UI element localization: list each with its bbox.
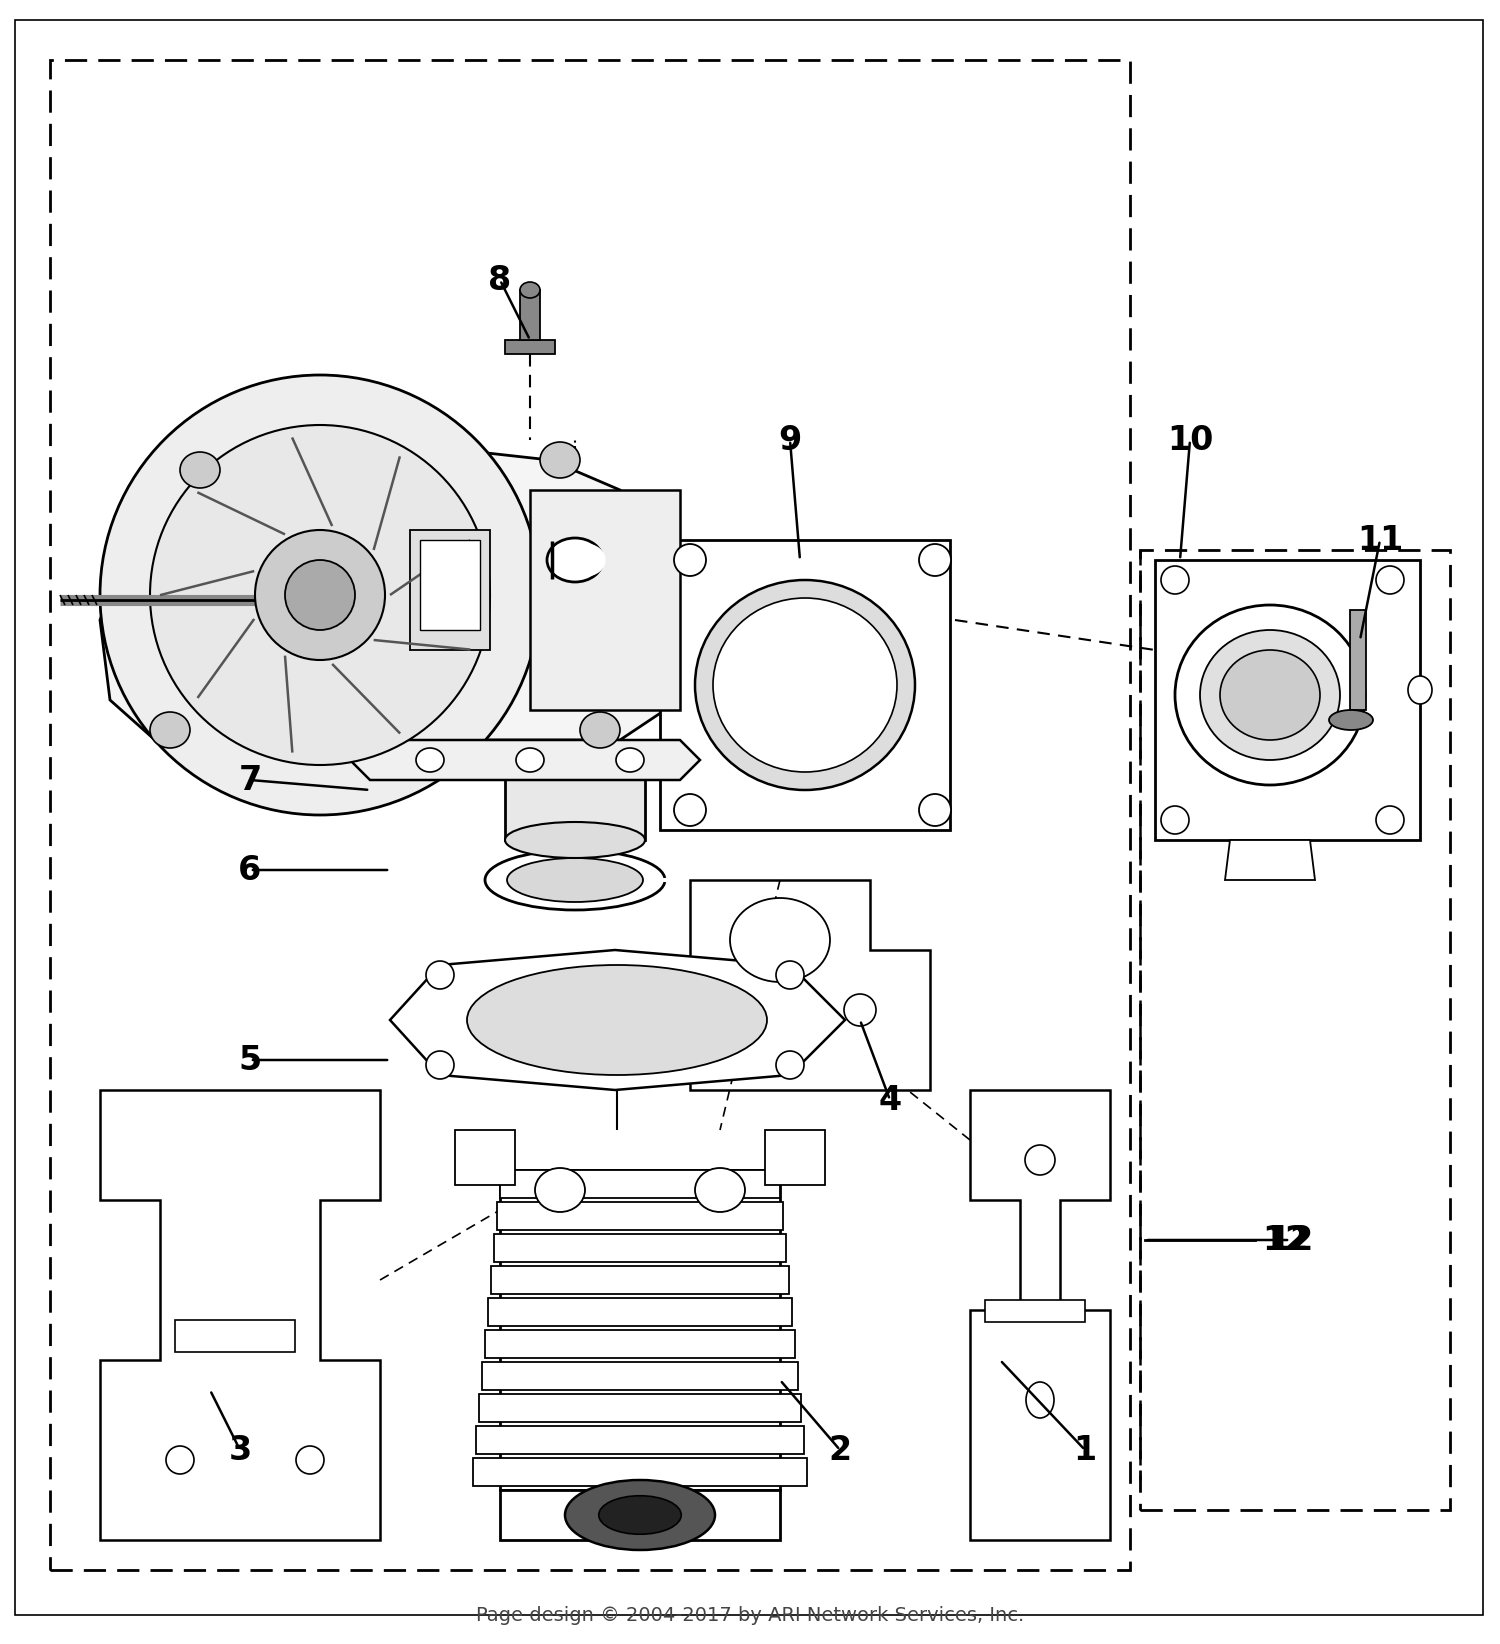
Ellipse shape (484, 850, 664, 911)
Text: 5: 5 (238, 1044, 261, 1077)
Text: 3: 3 (228, 1434, 252, 1466)
Polygon shape (970, 1090, 1110, 1540)
Bar (476, 1425, 804, 1453)
Text: 1: 1 (1074, 1434, 1096, 1466)
Text: 12: 12 (1262, 1223, 1308, 1256)
Ellipse shape (416, 748, 444, 773)
Ellipse shape (426, 962, 454, 990)
Bar (765, 1129, 825, 1185)
Bar (1350, 610, 1366, 710)
Bar (410, 529, 491, 649)
Text: 7: 7 (238, 763, 261, 796)
Bar (176, 1320, 296, 1351)
Polygon shape (100, 1090, 380, 1540)
Ellipse shape (100, 375, 540, 815)
Bar (488, 1299, 792, 1327)
Ellipse shape (150, 712, 190, 748)
Text: 10: 10 (1167, 424, 1214, 457)
Ellipse shape (1024, 1144, 1054, 1175)
Ellipse shape (580, 712, 620, 748)
Ellipse shape (1161, 566, 1190, 593)
Bar (490, 1266, 789, 1294)
Bar (1155, 561, 1420, 840)
Ellipse shape (694, 580, 915, 791)
Polygon shape (390, 950, 844, 1090)
Bar (482, 1361, 798, 1389)
Ellipse shape (296, 1447, 324, 1475)
Text: 12: 12 (1268, 1223, 1312, 1256)
Polygon shape (690, 880, 930, 1090)
Ellipse shape (694, 1167, 746, 1212)
Polygon shape (1226, 840, 1316, 880)
Ellipse shape (507, 858, 644, 903)
Ellipse shape (426, 1051, 454, 1078)
Ellipse shape (566, 1480, 716, 1550)
Bar (986, 1300, 1084, 1322)
Text: Page design © 2004-2017 by ARI Network Services, Inc.: Page design © 2004-2017 by ARI Network S… (476, 1606, 1024, 1624)
Ellipse shape (1408, 676, 1432, 704)
Polygon shape (100, 450, 680, 740)
Bar (454, 1129, 514, 1185)
Bar (520, 289, 540, 340)
Bar (472, 1458, 807, 1486)
Bar (420, 539, 480, 630)
Ellipse shape (1161, 806, 1190, 834)
Ellipse shape (1220, 649, 1320, 740)
Bar (496, 1202, 783, 1230)
Bar (500, 1171, 780, 1489)
Bar (660, 539, 950, 830)
Ellipse shape (674, 544, 706, 575)
Ellipse shape (150, 426, 490, 764)
Ellipse shape (1200, 630, 1340, 760)
Ellipse shape (844, 995, 876, 1026)
Ellipse shape (540, 442, 580, 478)
Ellipse shape (180, 452, 220, 488)
Text: 9: 9 (778, 424, 801, 457)
Text: 4: 4 (879, 1083, 902, 1116)
Ellipse shape (516, 748, 544, 773)
Ellipse shape (285, 561, 356, 630)
Ellipse shape (776, 962, 804, 990)
Ellipse shape (255, 529, 386, 659)
Polygon shape (350, 740, 700, 779)
Ellipse shape (1026, 1383, 1054, 1419)
Ellipse shape (466, 965, 766, 1075)
Ellipse shape (712, 598, 897, 773)
Ellipse shape (1174, 605, 1365, 784)
Ellipse shape (714, 995, 746, 1026)
Bar (506, 340, 555, 353)
Ellipse shape (1376, 566, 1404, 593)
Text: 2: 2 (828, 1434, 852, 1466)
Ellipse shape (730, 898, 830, 981)
Ellipse shape (536, 1167, 585, 1212)
Ellipse shape (166, 1447, 194, 1475)
Bar (506, 750, 645, 840)
Bar (484, 1330, 795, 1358)
Ellipse shape (674, 794, 706, 825)
Text: 11: 11 (1358, 523, 1402, 557)
Bar (50, 59, 1130, 1570)
Ellipse shape (506, 822, 645, 858)
Ellipse shape (598, 1496, 681, 1534)
Text: 8: 8 (489, 263, 512, 296)
Text: ARI: ARI (297, 621, 1203, 1078)
Ellipse shape (520, 283, 540, 298)
Bar (1140, 551, 1450, 1509)
Ellipse shape (920, 544, 951, 575)
Ellipse shape (920, 794, 951, 825)
Bar (500, 1171, 780, 1198)
Ellipse shape (616, 748, 644, 773)
Bar (494, 1235, 786, 1263)
Bar (478, 1394, 801, 1422)
Text: 6: 6 (238, 853, 261, 886)
Ellipse shape (1329, 710, 1372, 730)
Ellipse shape (1376, 806, 1404, 834)
Bar (500, 1489, 780, 1540)
Ellipse shape (776, 1051, 804, 1078)
Bar (530, 490, 680, 710)
Ellipse shape (566, 544, 604, 575)
Ellipse shape (548, 538, 603, 582)
